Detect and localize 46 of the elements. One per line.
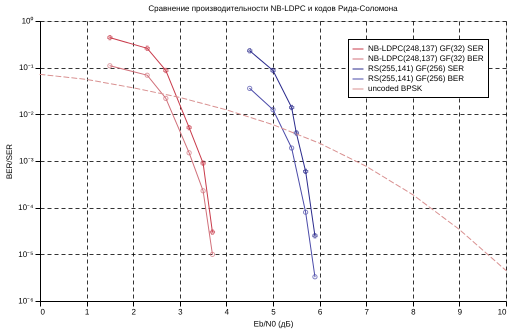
point [163, 96, 168, 101]
point [163, 68, 168, 74]
x-tick-label: 9 [458, 308, 463, 316]
point [107, 35, 113, 40]
point [289, 145, 294, 151]
legend-label: RS(255,141) GF(256) BER [368, 74, 464, 83]
point [200, 188, 206, 194]
x-tick-label: 3 [178, 308, 184, 316]
x-tick-label: 6 [318, 308, 323, 316]
legend-label: uncoded BPSK [368, 84, 423, 93]
y-tick-label: 10⁰ [22, 16, 34, 26]
x-axis-title: Eb/N0 (дБ) [254, 320, 294, 328]
line-series [40, 74, 506, 272]
chart-title: Сравнение производительности NB-LDPC и кодов Рида-Соломона [148, 4, 398, 13]
point [303, 168, 308, 174]
legend-label: NB-LDPC(248,137) GF(32) SER [368, 44, 484, 53]
point [247, 48, 252, 54]
x-tick-label: 4 [224, 308, 230, 316]
x-tick-label: 2 [131, 308, 136, 316]
point [312, 233, 318, 238]
y-axis-title: BER/SER [5, 144, 14, 180]
point [303, 210, 308, 215]
point [186, 124, 192, 130]
point [270, 68, 276, 74]
x-tick-label: 7 [364, 308, 370, 316]
y-tick-label: 10⁻² [18, 110, 34, 119]
point [294, 130, 299, 136]
x-tick-label: 0 [40, 308, 46, 316]
point [210, 229, 216, 235]
y-tick-label: 10⁻⁶ [18, 296, 34, 306]
x-tick-label: 10 [498, 308, 508, 316]
x-tick-label: 1 [84, 308, 90, 316]
y-tick-label: 10⁻⁵ [18, 250, 34, 259]
point [144, 46, 150, 51]
legend-label: NB-LDPC(248,137) GF(32) BER [368, 54, 484, 63]
y-tick-label: 10⁻³ [18, 156, 34, 166]
point [186, 150, 192, 156]
y-tick-label: 10⁻¹ [18, 63, 34, 72]
point [200, 160, 206, 166]
x-tick-label: 5 [271, 308, 276, 316]
y-tick-label: 10⁻⁴ [18, 203, 34, 212]
point [270, 107, 276, 112]
point [289, 104, 294, 110]
legend-label: RS(255,141) GF(256) SER [368, 64, 464, 73]
x-tick-label: 8 [411, 308, 416, 316]
point [144, 72, 150, 78]
